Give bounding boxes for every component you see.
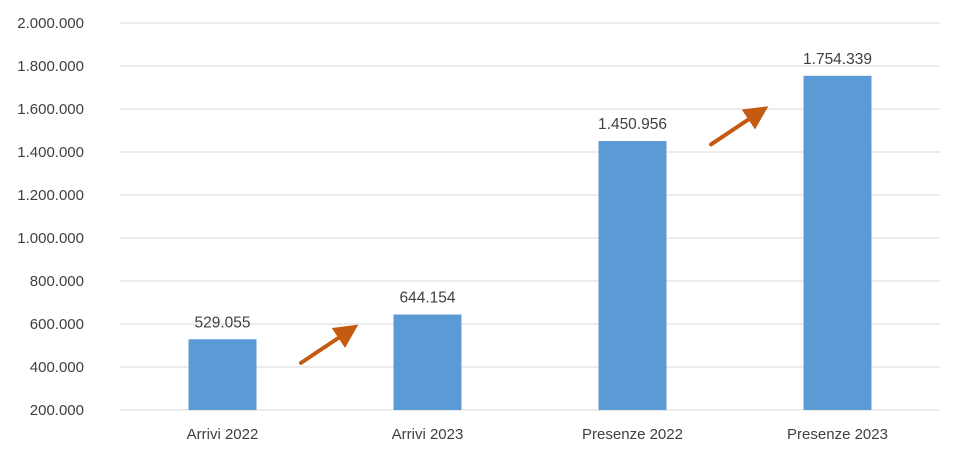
data-label: 529.055 [194, 314, 250, 331]
y-tick-label: 1.000.000 [17, 230, 84, 247]
data-label: 1.450.956 [598, 116, 667, 133]
y-tick-label: 1.800.000 [17, 58, 84, 75]
bar-presenze-2023 [803, 75, 872, 411]
y-axis-tick-labels: 200.000 400.000 600.000 800.000 1.000.000 1.2… [17, 15, 84, 419]
bar-arrivi-2022 [188, 339, 257, 410]
trend-arrow [299, 324, 359, 365]
y-tick-label: 600.000 [30, 316, 84, 333]
trend-arrow [709, 106, 769, 147]
x-axis-category-labels: Arrivi 2022 Arrivi 2023 Presenze 2022 Prese… [187, 426, 888, 443]
bar-presenze-2022 [598, 141, 667, 410]
gridlines [120, 22, 940, 411]
y-tick-label: 1.200.000 [17, 187, 84, 204]
x-category-label: Presenze 2022 [582, 426, 683, 443]
data-labels: 529.055 644.154 1.450.956 1.754.339 [194, 51, 872, 331]
y-tick-label: 800.000 [30, 273, 84, 290]
y-tick-label: 1.600.000 [17, 101, 84, 118]
y-tick-label: 200.000 [30, 402, 84, 419]
x-category-label: Presenze 2023 [787, 426, 888, 443]
x-category-label: Arrivi 2023 [392, 426, 464, 443]
trend-arrows [299, 106, 769, 365]
y-tick-label: 1.400.000 [17, 144, 84, 161]
y-tick-label: 2.000.000 [17, 15, 84, 32]
bars [188, 75, 872, 411]
bar-arrivi-2023 [393, 314, 462, 410]
data-label: 1.754.339 [803, 51, 872, 68]
data-label: 644.154 [399, 290, 455, 307]
x-category-label: Arrivi 2022 [187, 426, 259, 443]
y-tick-label: 400.000 [30, 359, 84, 376]
